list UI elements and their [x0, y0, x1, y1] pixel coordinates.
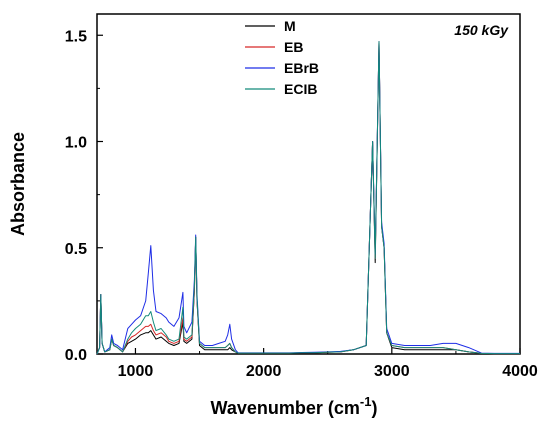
x-tick-label: 3000	[374, 363, 410, 380]
legend-label: ECIB	[284, 81, 317, 97]
plot-frame	[96, 13, 521, 355]
y-tick-label: 1.5	[65, 28, 87, 45]
y-axis-ticks: 0.0 0.5 1.0 1.5	[65, 28, 103, 364]
y-axis-label: Absorbance	[8, 132, 28, 236]
legend-label: EB	[284, 39, 303, 55]
x-axis-label-end: )	[371, 398, 377, 418]
series-lines	[96, 41, 520, 355]
x-axis-ticks: 1000 2000 3000 4000	[118, 348, 538, 380]
y-tick-label: 0.5	[65, 241, 87, 258]
x-axis-label: Wavenumber (cm-1)	[211, 394, 378, 418]
legend-label: EBrB	[284, 60, 319, 76]
x-tick-label: 2000	[246, 363, 282, 380]
x-axis-label-main: Wavenumber (cm	[211, 398, 360, 418]
legend-label: M	[284, 18, 296, 34]
series-line-ecib	[96, 41, 520, 355]
annotation-text: 150 kGy	[454, 22, 509, 38]
y-tick-label: 0.0	[65, 347, 87, 364]
legend: M EB EBrB ECIB	[245, 18, 319, 97]
x-tick-label: 4000	[502, 363, 538, 380]
y-tick-label: 1.0	[65, 135, 87, 152]
x-tick-label: 1000	[118, 363, 154, 380]
x-axis-label-superscript: -1	[360, 394, 372, 409]
